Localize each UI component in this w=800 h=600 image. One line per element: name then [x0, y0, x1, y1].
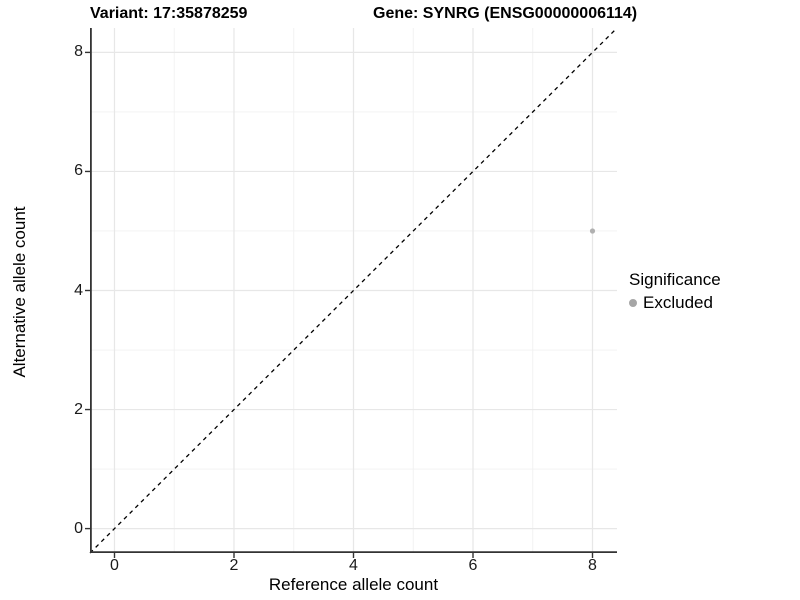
x-tick-label: 6	[468, 557, 478, 574]
y-tick-label: 4	[74, 281, 83, 299]
y-tick-label: 6	[74, 162, 83, 180]
title-variant: Variant: 17:35878259	[90, 5, 248, 22]
legend-item-label: Excluded	[643, 293, 713, 312]
y-tick-label: 8	[74, 43, 83, 61]
x-tick-label: 0	[110, 557, 119, 574]
scatter-plot-canvas	[85, 27, 618, 558]
legend: Significance Excluded	[629, 270, 794, 313]
title-gene: Gene: SYNRG (ENSG00000006114)	[373, 5, 638, 22]
legend-item-excluded: Excluded	[629, 293, 794, 313]
x-tick-label: 4	[349, 557, 358, 574]
y-tick-label: 0	[74, 519, 83, 537]
identity-reference-line	[89, 27, 618, 554]
y-axis-title: Alternative allele count	[10, 206, 29, 378]
plot-panel	[85, 27, 618, 558]
x-axis-title: Reference allele count	[268, 575, 439, 594]
y-tick-label: 2	[74, 400, 83, 418]
data-point	[589, 228, 596, 234]
legend-point-icon	[629, 299, 637, 307]
x-tick-label: 2	[229, 557, 239, 574]
legend-title: Significance	[629, 270, 721, 289]
x-tick-label: 8	[588, 557, 597, 574]
